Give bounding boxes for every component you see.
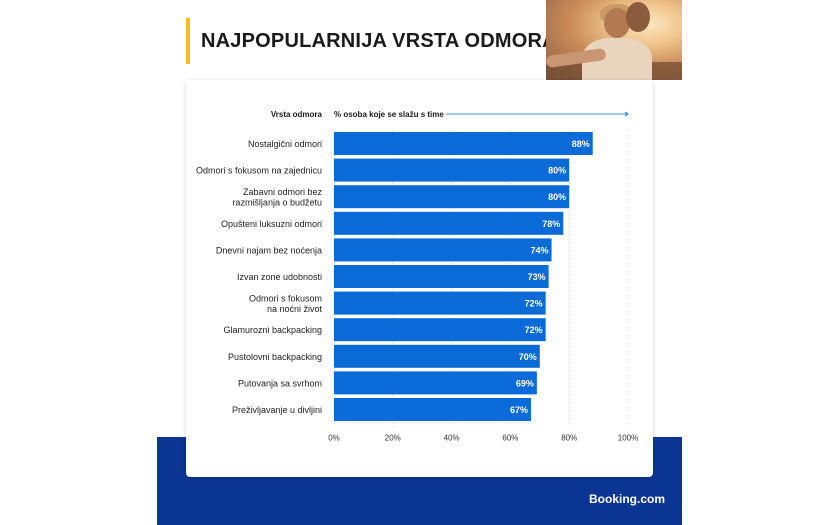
bar [334,291,546,315]
x-tick-label: 80% [561,434,577,443]
category-label: Putovanja sa svrhom [238,378,322,388]
category-label: Opušteni luksuzni odmori [221,219,322,229]
category-label: Pustolovni backpacking [228,352,322,362]
bar [334,318,546,342]
bar [334,158,570,182]
couple-photo [546,0,682,80]
category-header: Vrsta odmora [271,110,323,119]
value-header: % osoba koje se slažu s time [334,110,444,119]
bar [334,344,540,368]
bar [334,398,531,421]
bar [334,238,552,262]
x-tick-label: 0% [328,434,340,443]
bar-value-label: 88% [572,139,590,149]
chart-card: Vrsta odmora % osoba koje se slažu s time… [186,80,653,477]
bar-value-label: 80% [548,166,566,176]
x-tick-label: 60% [502,434,518,443]
x-tick-label: 100% [618,434,638,443]
bar-value-label: 69% [516,378,534,388]
category-label: Preživljavanje u divljini [232,405,322,415]
title-accent-bar [186,18,190,64]
bar-value-label: 67% [510,405,528,415]
infographic-canvas: NAJPOPULARNIJA VRSTA ODMORA Vrsta odmora… [157,0,682,525]
bar [334,185,570,209]
x-tick-label: 40% [444,434,460,443]
bar-value-label: 72% [525,325,543,335]
booking-logo: Booking.com [589,492,666,506]
category-label: razmišljanja o budžetu [232,197,322,207]
bar-chart: Vrsta odmora % osoba koje se slažu s time… [196,110,638,443]
bar-value-label: 72% [525,299,543,309]
category-label: Izvan zone udobnosti [237,272,322,282]
bar [334,371,537,395]
bar-value-label: 78% [542,219,560,229]
header-arrow-head [624,111,629,117]
category-label: Dnevni najam bez noćenja [216,245,322,255]
category-label: Nostalgični odmori [248,139,322,149]
category-label: Zabavni odmori bez [243,187,323,197]
bar [334,132,593,155]
category-label: na noćni život [267,304,323,314]
bar [334,211,564,235]
category-label: Odmori s fokusom [249,293,322,303]
category-label: Odmori s fokusom na zajednicu [196,166,322,176]
bar-value-label: 80% [548,192,566,202]
bar-value-label: 74% [531,245,549,255]
bar-value-label: 70% [519,352,537,362]
bar [334,265,549,288]
x-tick-label: 20% [385,434,401,443]
category-label: Glamurozni backpacking [223,325,322,335]
bar-value-label: 73% [528,272,546,282]
page-title: NAJPOPULARNIJA VRSTA ODMORA [201,30,557,52]
